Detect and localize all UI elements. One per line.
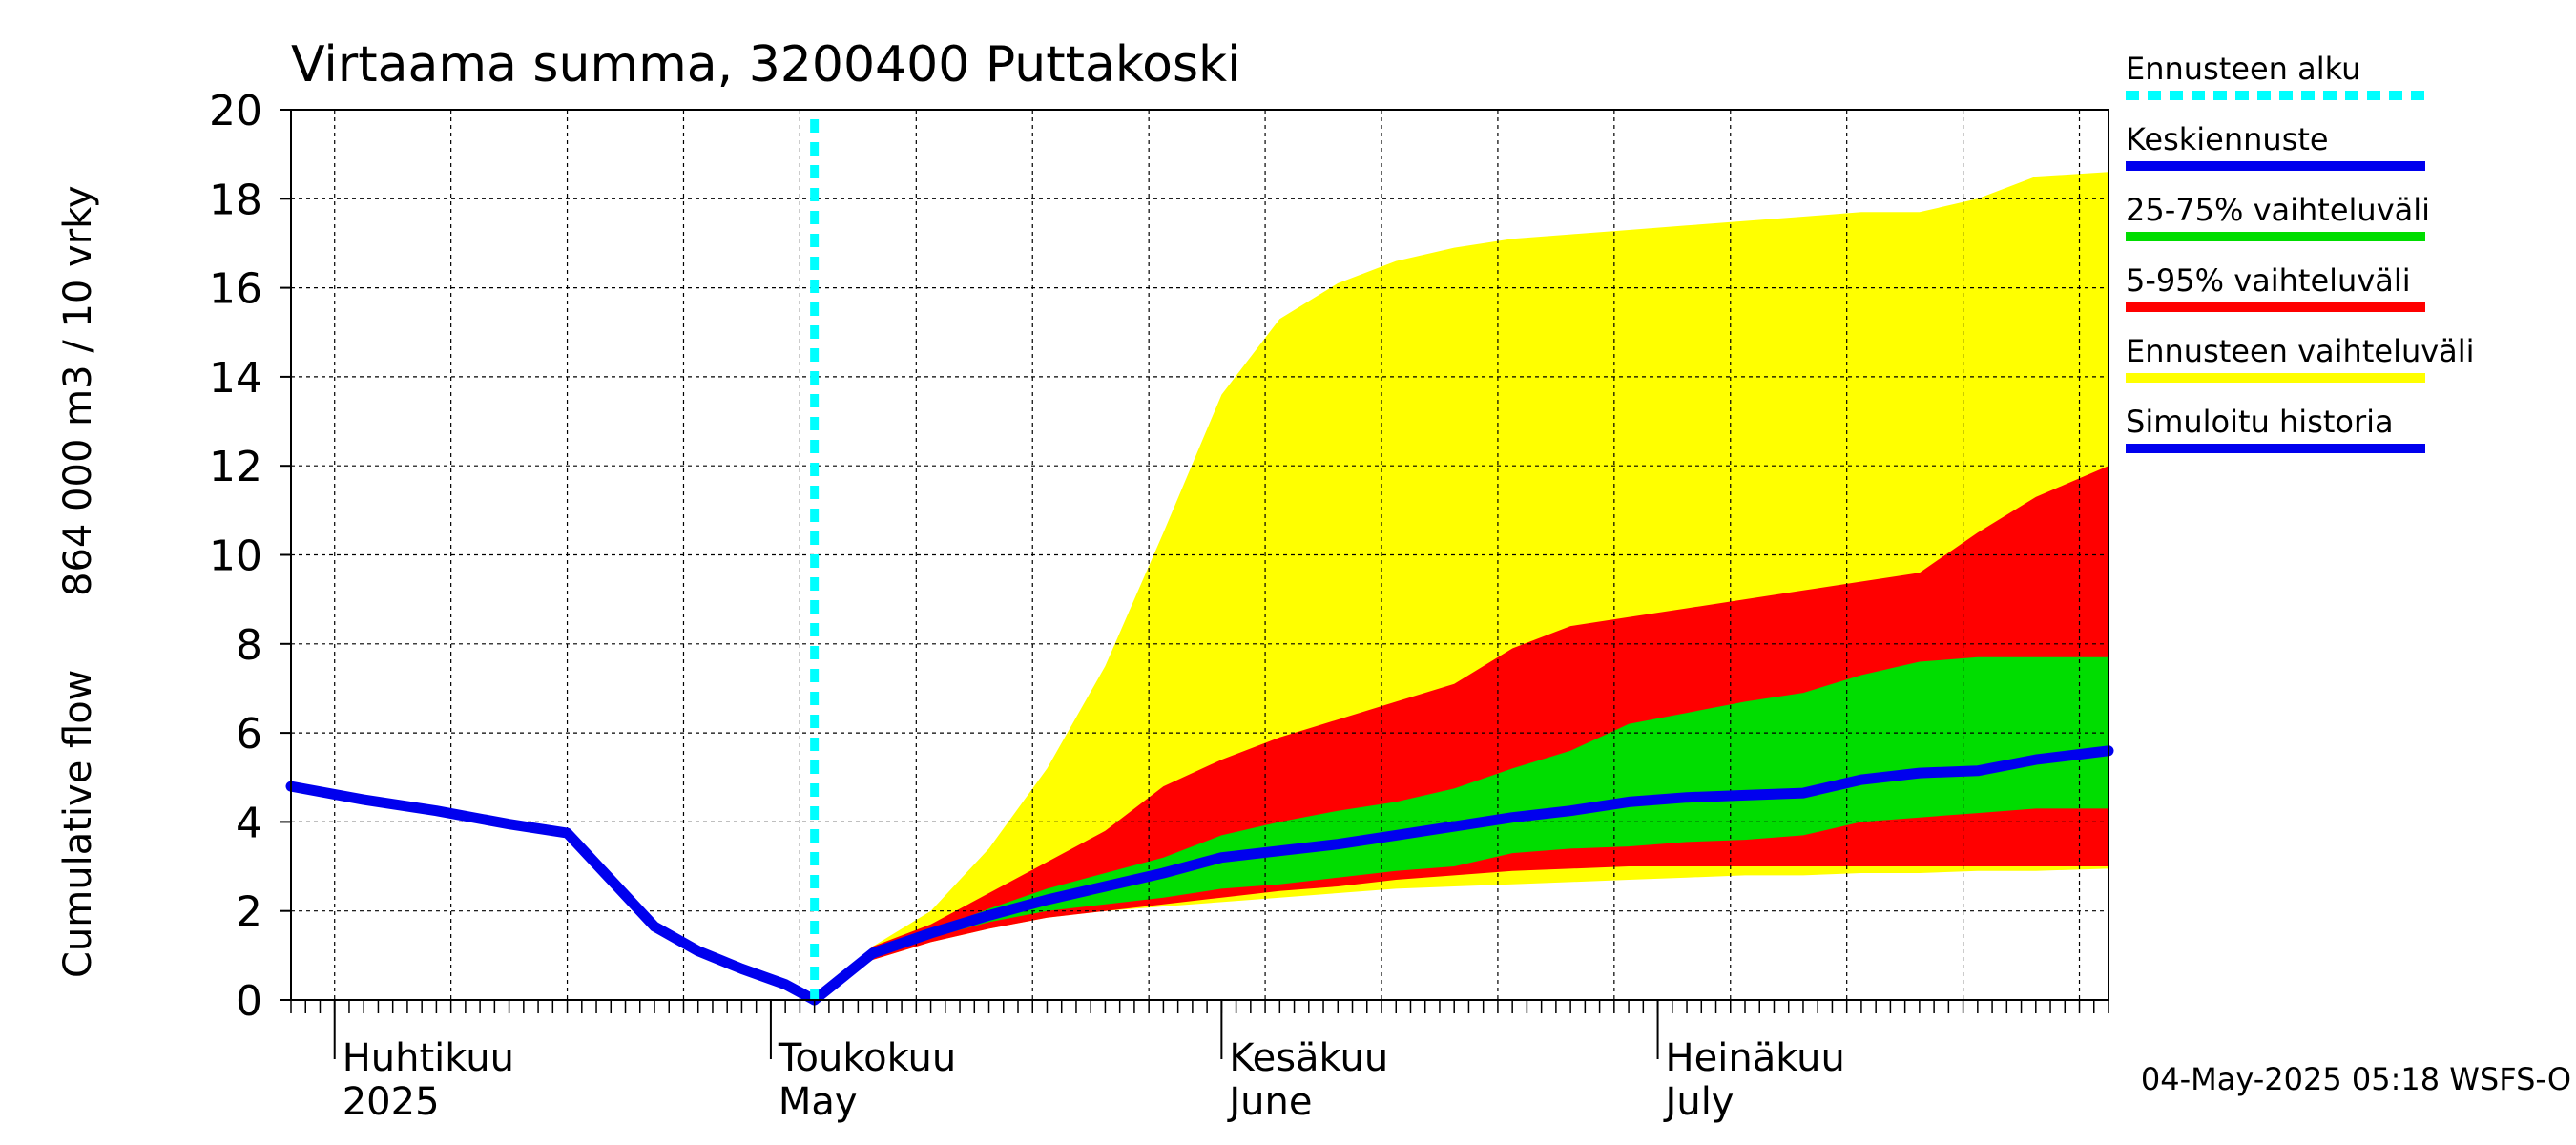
y-tick-label-6: 12 xyxy=(209,443,262,491)
legend-label-3: 5-95% vaihteluväli xyxy=(2126,262,2411,299)
y-axis-label-line-2: 864 000 m3 / 10 vrky xyxy=(56,185,100,596)
y-axis-label: Cumulative flow 864 000 m3 / 10 vrky xyxy=(56,185,100,978)
y-tick-label-8: 16 xyxy=(209,265,262,314)
y-tick-label-3: 6 xyxy=(236,710,262,759)
month-label-fi-2: Kesäkuu xyxy=(1229,1036,1388,1080)
y-axis-ticks: 0 2 4 6 8 10 12 14 16 18 20 xyxy=(209,87,291,1026)
footer-timestamp: 04-May-2025 05:18 WSFS-O xyxy=(2141,1061,2571,1097)
month-label-en-3: July xyxy=(1663,1080,1735,1124)
y-tick-label-0: 0 xyxy=(236,977,262,1026)
legend-label-2: 25-75% vaihteluväli xyxy=(2126,192,2430,228)
y-tick-label-9: 18 xyxy=(209,176,262,224)
legend-label-0: Ennusteen alku xyxy=(2126,51,2360,87)
grid-lines xyxy=(291,110,2109,1000)
month-label-fi-1: Toukokuu xyxy=(778,1036,956,1080)
series-lines xyxy=(285,119,2114,1006)
month-label-en-2: June xyxy=(1226,1080,1312,1124)
series-line-1 xyxy=(285,781,821,1006)
y-tick-label-10: 20 xyxy=(209,87,262,135)
forecast-bands xyxy=(814,172,2109,1001)
y-tick-label-1: 2 xyxy=(236,888,262,937)
month-label-fi-0: Huhtikuu xyxy=(343,1036,514,1080)
y-tick-label-5: 10 xyxy=(209,532,262,581)
legend-label-5: Simuloitu historia xyxy=(2126,404,2394,440)
chart-title: Virtaama summa, 3200400 Puttakoski xyxy=(291,36,1241,94)
month-label-fi-3: Heinäkuu xyxy=(1666,1036,1845,1080)
month-label-en-0: 2025 xyxy=(343,1080,440,1124)
x-axis-ticks xyxy=(290,1000,2109,1059)
y-tick-label-7: 14 xyxy=(209,354,262,403)
legend-label-1: Keskiennuste xyxy=(2126,121,2329,157)
y-tick-label-2: 4 xyxy=(236,799,262,847)
legend-label-4: Ennusteen vaihteluväli xyxy=(2126,333,2475,369)
series-line-0 xyxy=(809,745,2114,1006)
legend: Ennusteen alku Keskiennuste 25-75% vaihtel… xyxy=(2126,51,2475,453)
y-tick-label-4: 8 xyxy=(236,621,262,670)
month-label-en-1: May xyxy=(779,1080,858,1124)
y-axis-label-line-1: Cumulative flow xyxy=(56,670,100,978)
